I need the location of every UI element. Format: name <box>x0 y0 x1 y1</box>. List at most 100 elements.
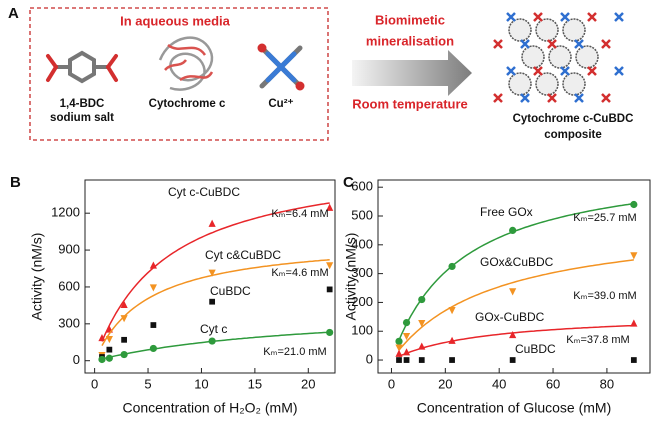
series-label: GOx-CuBDC <box>475 310 545 324</box>
point <box>106 346 113 353</box>
series-label: Cyt c-CuBDC <box>168 185 240 199</box>
km-annotation: Kₘ=37.8 mM <box>566 334 629 346</box>
point <box>509 357 516 363</box>
km-annotation: Kₘ=4.6 mM <box>271 267 328 279</box>
y-tick-label: 500 <box>351 207 373 222</box>
fit-curve <box>398 259 634 351</box>
protein-label: Cytochrome c <box>149 98 226 110</box>
point <box>121 336 127 343</box>
point <box>630 319 638 327</box>
pore <box>562 18 586 42</box>
x-tick-label: 20 <box>301 376 315 391</box>
node <box>493 93 503 103</box>
point <box>326 262 334 270</box>
point <box>418 319 426 328</box>
point <box>630 200 638 209</box>
point <box>98 333 106 342</box>
pore <box>508 18 532 42</box>
x-tick-label: 0 <box>388 376 395 391</box>
pore <box>508 72 532 96</box>
y-axis-label: Activity (nM/s) <box>29 233 45 321</box>
node <box>560 66 570 76</box>
point <box>149 344 157 353</box>
pore <box>535 18 559 42</box>
x-tick-label: 5 <box>144 376 151 391</box>
point <box>630 357 637 363</box>
series-label: GOx&CuBDC <box>480 255 554 269</box>
fit-curve <box>101 202 330 342</box>
bdc-label: 1,4-BDC <box>60 98 105 110</box>
x-tick-label: 0 <box>91 376 98 391</box>
km-annotation: Kₘ=21.0 mM <box>263 346 326 358</box>
series-label: CuBDC <box>515 342 556 356</box>
bdc-label: sodium salt <box>50 112 114 124</box>
point <box>509 288 517 296</box>
point <box>395 337 403 345</box>
point <box>402 332 411 341</box>
product-label: Cytochrome c-CuBDC <box>513 113 634 125</box>
node <box>520 93 530 103</box>
point <box>509 330 517 339</box>
series-label: Cyt c <box>200 322 227 336</box>
point <box>403 357 410 363</box>
node <box>560 12 570 22</box>
fit-curve <box>398 202 634 341</box>
x-axis-label: Concentration of Glucose (mM) <box>417 400 612 416</box>
node <box>547 39 557 49</box>
fit-curve <box>101 331 330 360</box>
product-label: composite <box>544 129 602 141</box>
point <box>448 307 456 315</box>
y-tick-label: 100 <box>351 323 373 338</box>
series-label: CuBDC <box>210 284 251 298</box>
pore <box>575 45 599 69</box>
point <box>418 295 426 304</box>
point <box>105 354 113 362</box>
node <box>601 39 611 49</box>
point <box>209 298 216 305</box>
node <box>574 39 584 49</box>
x-tick-label: 80 <box>600 376 614 391</box>
pore <box>548 45 572 69</box>
point <box>149 261 157 269</box>
copper-label: Cu²⁺ <box>268 98 293 110</box>
point <box>105 335 113 344</box>
series-label: Cyt c&CuBDC <box>205 248 281 262</box>
y-tick-label: 0 <box>366 351 373 366</box>
plot-frame <box>377 179 651 374</box>
x-tick-label: 40 <box>492 376 506 391</box>
node <box>493 39 503 49</box>
x-tick-label: 15 <box>248 376 262 391</box>
pore <box>562 72 586 96</box>
point <box>98 355 106 364</box>
x-axis-label: Concentration of H₂O₂ (mM) <box>122 400 297 416</box>
protein-ribbon <box>158 36 214 91</box>
node <box>506 66 516 76</box>
km-annotation: Kₘ=6.4 mM <box>271 208 328 220</box>
x-tick-label: 10 <box>194 376 208 391</box>
node <box>601 93 611 103</box>
y-tick-label: 300 <box>351 265 373 280</box>
point <box>326 328 334 337</box>
pore <box>535 72 559 96</box>
plot-frame <box>84 179 336 374</box>
panel-label: C <box>343 174 354 191</box>
point <box>402 318 411 327</box>
y-tick-label: 400 <box>351 236 373 251</box>
point <box>120 300 128 308</box>
point <box>208 337 216 345</box>
panel-label: A <box>8 5 19 22</box>
x-tick-label: 20 <box>438 376 452 391</box>
node <box>614 66 624 76</box>
point <box>418 342 426 350</box>
point <box>150 322 157 328</box>
y-tick-label: 600 <box>58 278 80 293</box>
y-tick-label: 600 <box>351 179 373 194</box>
node <box>533 66 543 76</box>
node <box>587 12 597 22</box>
y-tick-label: 200 <box>351 294 373 309</box>
node <box>614 12 624 22</box>
node <box>506 12 516 22</box>
node <box>574 93 584 103</box>
point <box>418 357 425 363</box>
